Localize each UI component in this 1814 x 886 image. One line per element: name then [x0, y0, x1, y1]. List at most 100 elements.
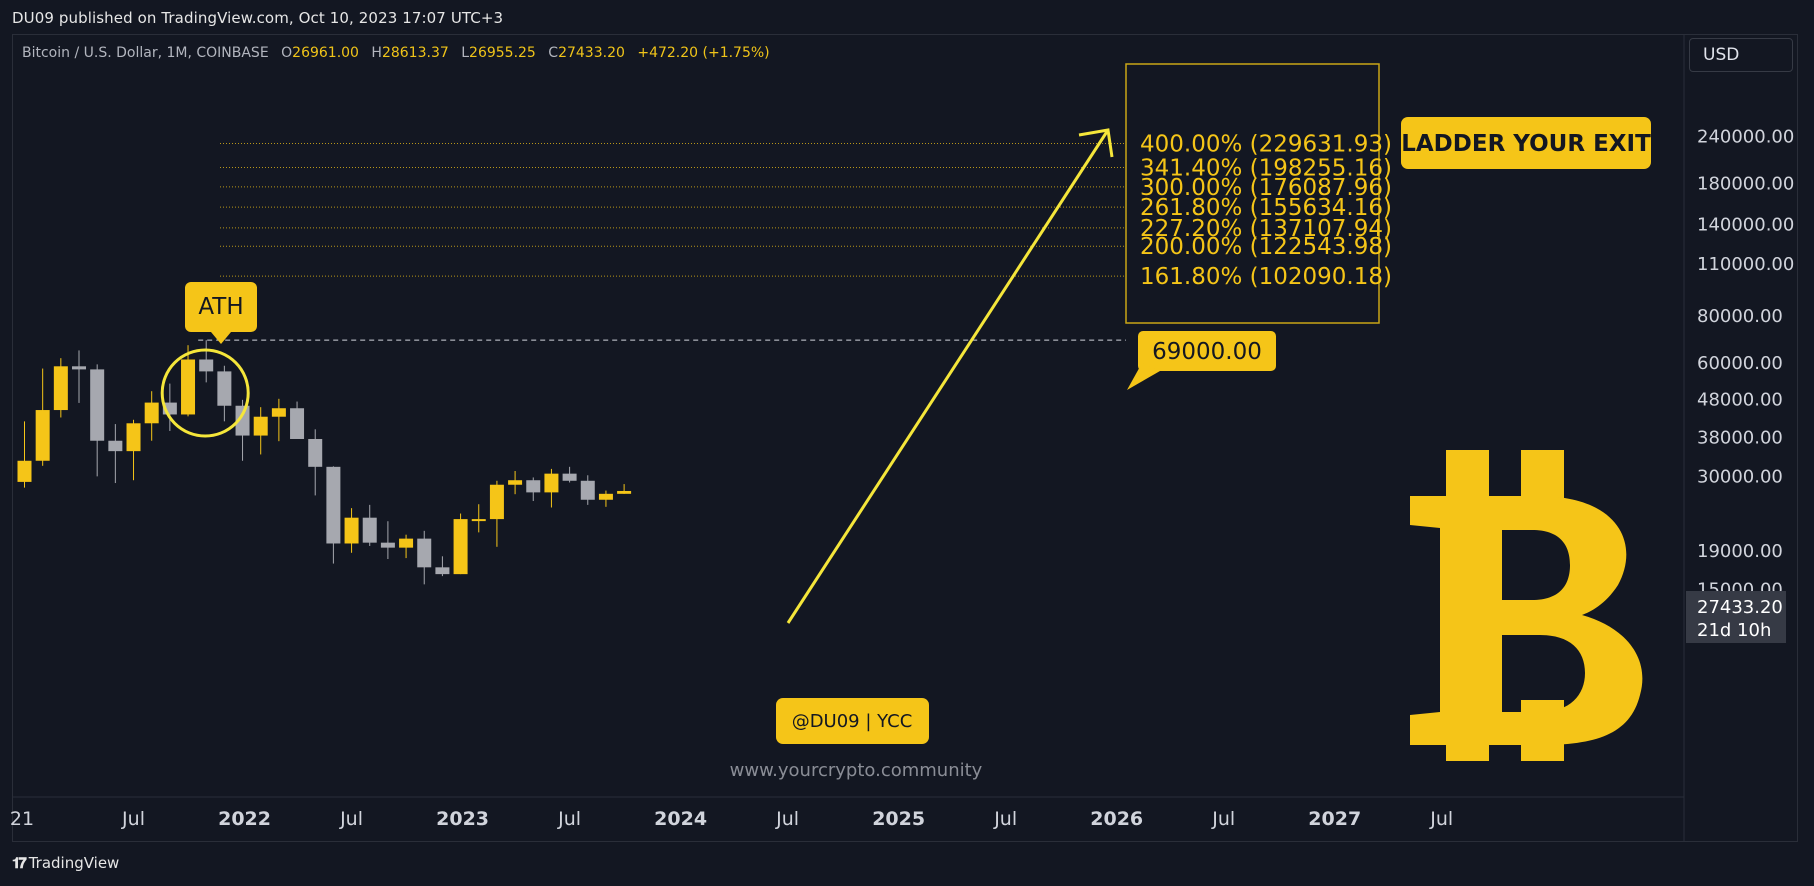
- fib-level-label: 341.40% (198255.16): [1140, 156, 1392, 182]
- candle-body: [508, 480, 523, 485]
- time-tick-label: Jul: [557, 808, 581, 830]
- candle-body: [617, 490, 632, 494]
- candle-body: [126, 423, 141, 452]
- fib-levels-box: [1125, 63, 1380, 324]
- projection-arrow: [786, 128, 1114, 624]
- time-tick-label: 21: [10, 808, 34, 830]
- time-tick-label: Jul: [1429, 808, 1453, 830]
- time-tick-label: 2027: [1308, 808, 1361, 830]
- price-tick-label: 80000.00: [1697, 306, 1783, 327]
- website-watermark: www.yourcrypto.community: [730, 760, 983, 781]
- candle-body: [489, 484, 504, 520]
- countdown-value: 21d 10h: [1697, 620, 1771, 641]
- current-price-value: 27433.20: [1697, 597, 1783, 618]
- candle-body: [217, 371, 232, 406]
- candle-body: [144, 402, 159, 424]
- ladder-exit-label: LADDER YOUR EXIT: [1401, 131, 1651, 157]
- low-label: L: [461, 45, 470, 61]
- open-value: 26961.00: [292, 45, 359, 61]
- price-tick-label: 110000.00: [1697, 254, 1794, 275]
- bitcoin-icon: [1410, 450, 1643, 761]
- ladder-exit-callout[interactable]: LADDER YOUR EXIT: [1401, 117, 1651, 169]
- low-value: 26955.25: [469, 45, 536, 61]
- candle-body: [290, 408, 305, 439]
- price-tick-label: 180000.00: [1697, 173, 1794, 194]
- price-tick-label: 38000.00: [1697, 428, 1783, 449]
- candle-body: [253, 416, 268, 436]
- current-price-label: 27433.20 21d 10h: [1686, 591, 1786, 643]
- time-tick-label: Jul: [339, 808, 363, 830]
- chart-frame: [12, 34, 1798, 842]
- ath-circle-marker: [160, 348, 250, 438]
- time-tick-label: 2022: [218, 808, 271, 830]
- candle-body: [53, 366, 68, 411]
- close-value: 27433.20: [558, 45, 625, 61]
- candle-body: [235, 405, 250, 436]
- ath-price-box: [1138, 331, 1276, 371]
- ath-price-callout[interactable]: 69000.00: [1127, 331, 1276, 390]
- time-axis[interactable]: 21 Jul 2022 Jul 2023 Jul 2024 Jul 2025 Jul 2026 Jul…: [10, 808, 1453, 830]
- ath-price-label: 69000.00: [1152, 339, 1262, 365]
- signature-label: @DU09 | YCC: [792, 711, 913, 732]
- projection-arrow-head: [1078, 128, 1114, 158]
- candle-body: [344, 517, 359, 544]
- open-label: O: [281, 45, 293, 61]
- fib-level-label: 161.80% (102090.18): [1140, 264, 1392, 290]
- price-tick-label: 60000.00: [1697, 353, 1783, 374]
- candle-body: [199, 359, 214, 372]
- price-tick-label: 48000.00: [1697, 389, 1783, 410]
- candle-body: [580, 480, 595, 500]
- candle-body: [72, 366, 87, 370]
- candle-body: [471, 519, 486, 522]
- candle-body: [90, 369, 105, 441]
- fib-level-label: 400.00% (229631.93): [1140, 132, 1392, 158]
- candle-body: [417, 538, 432, 568]
- candle-body: [562, 473, 577, 481]
- publisher-line: DU09 published on TradingView.com, Oct 1…: [12, 9, 504, 27]
- candle-body: [162, 402, 177, 415]
- fib-level-label: 300.00% (176087.96): [1140, 175, 1392, 201]
- close-label: C: [548, 45, 559, 61]
- candle-body: [362, 517, 377, 543]
- ath-callout-box: [185, 282, 257, 332]
- time-tick-label: 2025: [872, 808, 925, 830]
- high-label: H: [371, 45, 382, 61]
- candle-body: [17, 460, 32, 482]
- fib-level-label: 200.00% (122543.98): [1140, 234, 1392, 260]
- candle-body: [35, 410, 50, 461]
- ath-callout[interactable]: ATH: [185, 282, 257, 344]
- price-tick-label: 19000.00: [1697, 541, 1783, 562]
- price-axis[interactable]: 240000.00 180000.00 140000.00 110000.00 8000…: [1697, 126, 1794, 600]
- candle-body: [181, 359, 196, 415]
- ath-callout-pointer: [211, 332, 231, 344]
- current-price-box: [1686, 591, 1786, 643]
- symbol-name: Bitcoin / U.S. Dollar, 1M, COINBASE: [22, 45, 269, 61]
- change-value: +472.20 (+1.75%): [637, 45, 770, 61]
- time-tick-label: 2023: [436, 808, 489, 830]
- time-tick-label: Jul: [993, 808, 1017, 830]
- candle-body: [598, 493, 613, 500]
- signature-badge[interactable]: @DU09 | YCC: [776, 698, 929, 744]
- bitcoin-b-shape: [1410, 496, 1643, 745]
- tradingview-label: TradingView: [28, 854, 120, 872]
- currency-button[interactable]: USD: [1689, 38, 1793, 72]
- ath-callout-label: ATH: [198, 294, 243, 320]
- candle-body: [544, 473, 559, 493]
- time-tick-label: 2026: [1090, 808, 1143, 830]
- candle-body: [435, 567, 450, 575]
- ladder-exit-box: [1401, 117, 1651, 169]
- time-tick-label: Jul: [775, 808, 799, 830]
- candle-body: [108, 440, 123, 452]
- candle-body: [526, 480, 541, 493]
- projection-arrow-shaft: [786, 129, 1110, 624]
- tradingview-icon: 𝟏𝟕: [12, 854, 27, 872]
- price-tick-label: 30000.00: [1697, 466, 1783, 487]
- candle-body: [453, 519, 468, 575]
- candle-body: [326, 466, 341, 544]
- signature-box: [776, 698, 929, 744]
- candle-body: [399, 538, 414, 548]
- tradingview-logo[interactable]: 𝟏𝟕 TradingView: [12, 854, 119, 872]
- candle-body: [380, 542, 395, 548]
- time-tick-label: Jul: [121, 808, 145, 830]
